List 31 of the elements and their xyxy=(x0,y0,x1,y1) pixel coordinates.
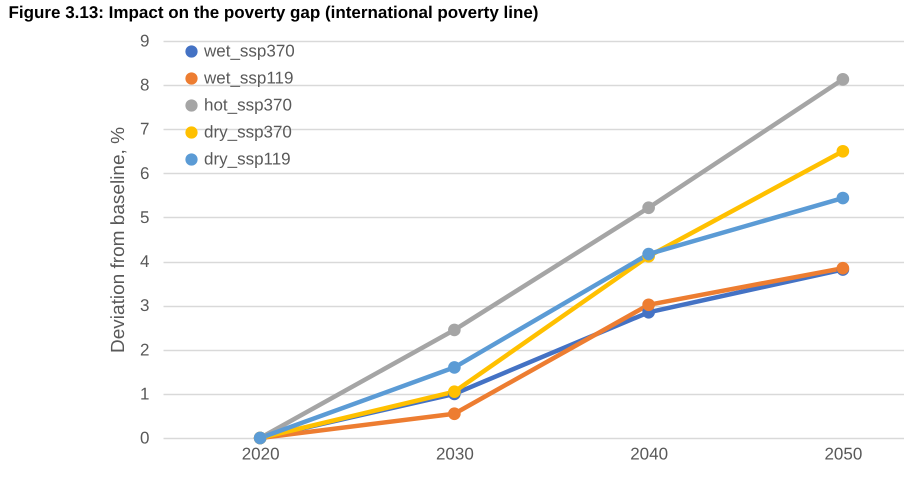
point xyxy=(642,201,655,214)
y-tick-label: 5 xyxy=(140,208,150,227)
y-tick-label: 0 xyxy=(140,428,150,448)
point xyxy=(448,407,461,420)
y-tick-label: 8 xyxy=(140,76,150,95)
y-tick-label: 2 xyxy=(140,340,150,360)
y-tick-label: 3 xyxy=(140,296,150,316)
point xyxy=(448,324,461,336)
legend-label: hot_ssp370 xyxy=(204,96,292,114)
legend-label: dry_ssp119 xyxy=(204,150,291,168)
chart-title: Figure 3.13: Impact on the poverty gap (international poverty line) xyxy=(8,3,538,22)
point xyxy=(836,144,850,158)
point xyxy=(448,361,461,374)
y-axis-title: Deviation from baseline, % xyxy=(108,126,130,353)
legend-label: wet_ssp119 xyxy=(203,68,294,88)
legend-label: wet_ssp370 xyxy=(203,42,295,60)
y-tick-label: 7 xyxy=(140,120,150,139)
point xyxy=(642,298,655,312)
x-tick-label: 2040 xyxy=(630,444,668,464)
x-tick-label: 2030 xyxy=(436,444,474,464)
x-tick-label: 2050 xyxy=(824,444,862,464)
point xyxy=(448,385,461,398)
y-tick-label: 6 xyxy=(140,164,150,183)
x-tick-label: 2020 xyxy=(242,444,280,464)
y-tick-label: 1 xyxy=(140,384,150,404)
y-tick-label: 4 xyxy=(140,252,150,272)
point xyxy=(836,192,850,204)
point xyxy=(836,73,850,86)
y-tick-label: 9 xyxy=(140,32,150,50)
point xyxy=(642,248,655,260)
legend-label: dry_ssp370 xyxy=(204,122,292,142)
